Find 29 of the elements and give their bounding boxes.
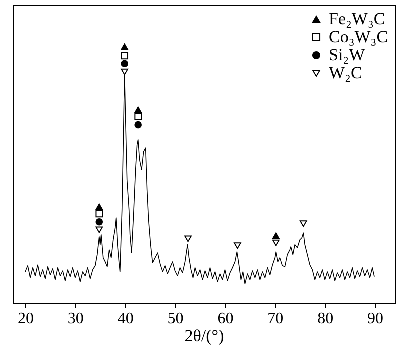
x-axis-title: 2θ/(°) bbox=[184, 326, 224, 346]
legend-label: W₂C bbox=[329, 64, 362, 82]
point bbox=[272, 240, 280, 246]
x-tick-label: 20 bbox=[18, 310, 34, 328]
point bbox=[121, 68, 129, 76]
point bbox=[134, 113, 142, 121]
x-tick-label: 60 bbox=[218, 310, 234, 328]
point bbox=[234, 242, 242, 250]
x-tick-label: 90 bbox=[368, 310, 384, 328]
point bbox=[96, 226, 104, 234]
point bbox=[272, 232, 280, 240]
x-tick-label: 70 bbox=[268, 310, 284, 328]
x-tick-label: 80 bbox=[318, 310, 334, 328]
point bbox=[134, 121, 142, 129]
point bbox=[96, 204, 104, 210]
legend-label: Si₂W bbox=[329, 46, 366, 64]
point bbox=[184, 236, 192, 242]
x-tick-label: 50 bbox=[168, 310, 184, 328]
legend-label: Fe₂W₃C bbox=[329, 10, 386, 28]
point bbox=[300, 220, 308, 228]
point bbox=[121, 52, 129, 60]
x-tick-label: 40 bbox=[118, 310, 134, 328]
point bbox=[96, 210, 104, 218]
point bbox=[134, 106, 142, 114]
point bbox=[121, 60, 129, 68]
point bbox=[96, 218, 104, 226]
x-tick-label: 30 bbox=[68, 310, 84, 328]
point bbox=[121, 44, 129, 50]
legend-label: Co₃W₃C bbox=[329, 28, 388, 46]
